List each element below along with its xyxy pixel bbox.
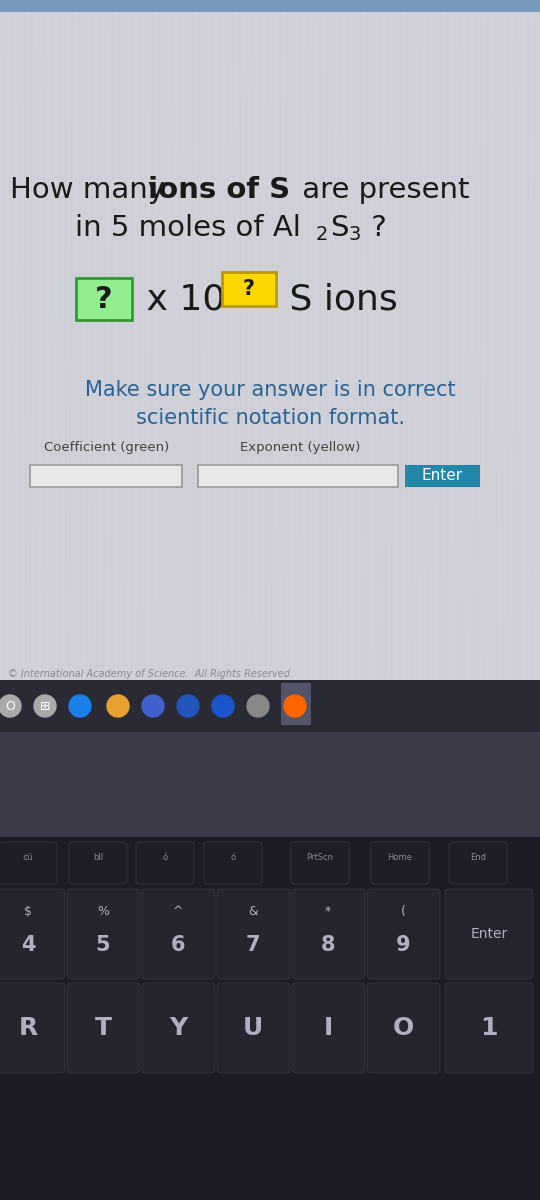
FancyBboxPatch shape — [0, 842, 57, 884]
Text: %: % — [97, 905, 109, 918]
Text: U: U — [243, 1016, 263, 1040]
Text: scientific notation format.: scientific notation format. — [136, 408, 404, 428]
Text: How many: How many — [10, 176, 174, 204]
FancyBboxPatch shape — [69, 842, 127, 884]
Text: ^: ^ — [173, 905, 183, 918]
Text: $: $ — [24, 905, 32, 918]
Text: 2: 2 — [316, 226, 328, 245]
FancyBboxPatch shape — [217, 889, 290, 979]
FancyBboxPatch shape — [136, 842, 194, 884]
Text: T: T — [94, 1016, 111, 1040]
FancyBboxPatch shape — [0, 0, 540, 680]
Text: Home: Home — [388, 853, 413, 862]
Text: 6: 6 — [171, 935, 185, 955]
Circle shape — [0, 695, 21, 716]
Text: ions of S: ions of S — [148, 176, 290, 204]
FancyBboxPatch shape — [449, 842, 507, 884]
FancyBboxPatch shape — [0, 0, 540, 12]
FancyBboxPatch shape — [371, 842, 429, 884]
Text: PrtScn: PrtScn — [307, 853, 334, 862]
FancyBboxPatch shape — [0, 889, 65, 979]
Text: O: O — [393, 1016, 414, 1040]
Text: R: R — [18, 1016, 38, 1040]
FancyBboxPatch shape — [445, 983, 533, 1073]
FancyBboxPatch shape — [281, 683, 311, 725]
Text: Enter: Enter — [421, 468, 463, 484]
FancyBboxPatch shape — [292, 983, 365, 1073]
FancyBboxPatch shape — [76, 278, 132, 320]
Text: 3: 3 — [348, 226, 360, 245]
Text: ⊞: ⊞ — [40, 700, 50, 713]
Text: 8: 8 — [321, 935, 335, 955]
FancyBboxPatch shape — [198, 464, 398, 487]
FancyBboxPatch shape — [0, 983, 65, 1073]
Text: © International Academy of Science.  All Rights Reserved.: © International Academy of Science. All … — [8, 670, 293, 679]
Text: *: * — [325, 905, 331, 918]
FancyBboxPatch shape — [142, 889, 215, 979]
FancyBboxPatch shape — [367, 889, 440, 979]
Text: are present: are present — [293, 176, 469, 204]
FancyBboxPatch shape — [142, 983, 215, 1073]
FancyBboxPatch shape — [445, 889, 533, 979]
Text: ó: ó — [231, 853, 235, 862]
Circle shape — [247, 695, 269, 716]
Text: Coefficient (green): Coefficient (green) — [44, 440, 170, 454]
Text: Exponent (yellow): Exponent (yellow) — [240, 440, 360, 454]
Text: End: End — [470, 853, 486, 862]
FancyBboxPatch shape — [405, 464, 480, 487]
Circle shape — [177, 695, 199, 716]
Text: ¢ü: ¢ü — [23, 853, 33, 862]
Text: Enter: Enter — [470, 926, 508, 941]
Text: Y: Y — [169, 1016, 187, 1040]
Circle shape — [34, 695, 56, 716]
Text: in 5 moles of Al: in 5 moles of Al — [75, 214, 301, 242]
Text: &: & — [248, 905, 258, 918]
FancyBboxPatch shape — [67, 889, 140, 979]
Text: 9: 9 — [396, 935, 410, 955]
Text: I: I — [323, 1016, 333, 1040]
FancyBboxPatch shape — [367, 983, 440, 1073]
Text: 4: 4 — [21, 935, 35, 955]
Text: S: S — [330, 214, 348, 242]
FancyBboxPatch shape — [67, 983, 140, 1073]
FancyBboxPatch shape — [0, 838, 540, 1200]
Text: 1: 1 — [480, 1016, 498, 1040]
Text: x 10: x 10 — [135, 283, 225, 317]
Circle shape — [284, 695, 306, 716]
Text: ó: ó — [163, 853, 167, 862]
FancyBboxPatch shape — [0, 680, 540, 732]
Text: (: ( — [401, 905, 406, 918]
Text: ?: ? — [243, 278, 255, 299]
Text: 5: 5 — [96, 935, 110, 955]
Text: Make sure your answer is in correct: Make sure your answer is in correct — [85, 380, 455, 400]
FancyBboxPatch shape — [0, 1085, 540, 1200]
Text: ?: ? — [95, 286, 113, 314]
FancyBboxPatch shape — [217, 983, 290, 1073]
Circle shape — [69, 695, 91, 716]
Text: bll: bll — [93, 853, 103, 862]
Text: 7: 7 — [246, 935, 260, 955]
FancyBboxPatch shape — [0, 732, 540, 838]
Circle shape — [212, 695, 234, 716]
Text: ?: ? — [362, 214, 387, 242]
Circle shape — [142, 695, 164, 716]
FancyBboxPatch shape — [204, 842, 262, 884]
Text: O: O — [5, 700, 15, 713]
Circle shape — [107, 695, 129, 716]
Text: S ions: S ions — [278, 283, 398, 317]
FancyBboxPatch shape — [291, 842, 349, 884]
FancyBboxPatch shape — [30, 464, 182, 487]
FancyBboxPatch shape — [292, 889, 365, 979]
FancyBboxPatch shape — [222, 272, 276, 306]
